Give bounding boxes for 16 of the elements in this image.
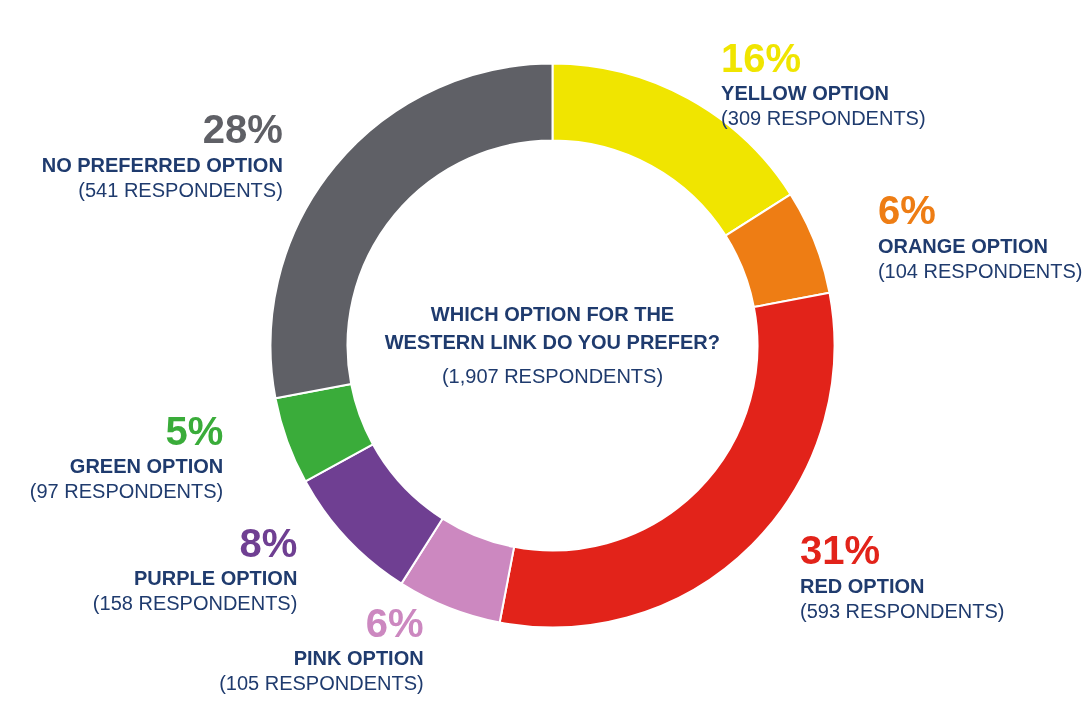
slice-label: PINK OPTION (105 RESPONDENTS) — [219, 647, 424, 695]
data-label: 31% — [799, 528, 881, 573]
slice-label: ORANGE OPTION (104 RESPONDENTS) — [877, 234, 1083, 282]
text: WHICH OPTION FOR THE WESTERN LINK DO YOU PREFER? — [384, 302, 720, 353]
data-label: 6% — [365, 600, 424, 645]
data-label: 5% — [165, 408, 224, 453]
slice-label: NO PREFERRED OPTION (541 RESPONDENTS) — [41, 153, 283, 201]
slice-label: GREEN OPTION (97 RESPONDENTS) — [29, 455, 224, 503]
text: (1,907 RESPONDENTS) — [441, 364, 664, 387]
data-label: 16% — [721, 35, 802, 80]
slice-label: RED OPTION (593 RESPONDENTS) — [799, 574, 1005, 622]
slice-label: YELLOW OPTION (309 RESPONDENTS) — [721, 82, 926, 130]
data-label: 8% — [239, 520, 298, 565]
data-label: 28% — [202, 107, 283, 152]
slice-label: PURPLE OPTION (158 RESPONDENTS) — [92, 567, 298, 615]
data-label: 6% — [877, 188, 936, 233]
